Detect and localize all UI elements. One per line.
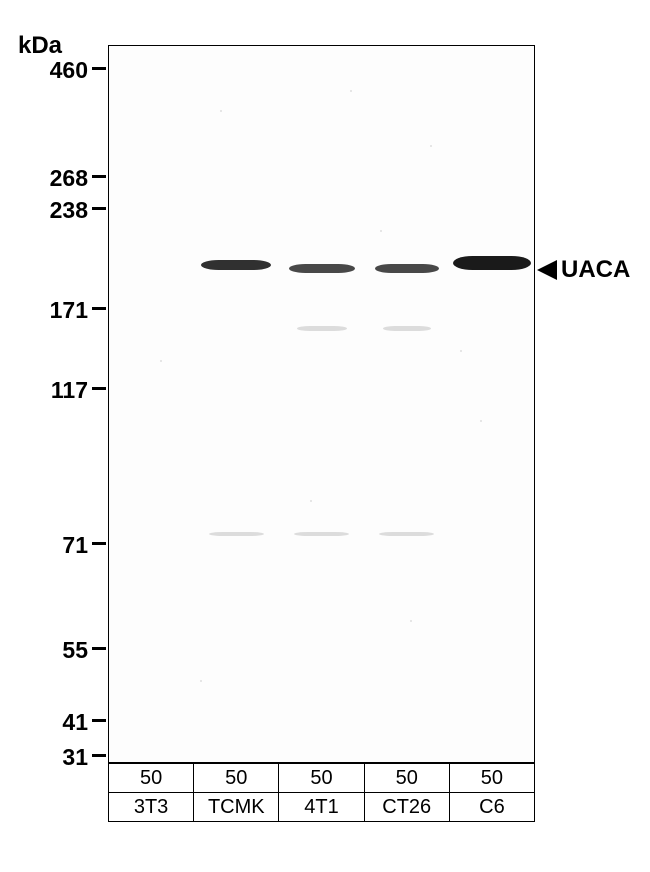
loading-cell: 50 [364, 764, 449, 793]
mw-tick [92, 175, 106, 178]
faint-band [379, 532, 434, 536]
target-arrow-label: UACA [537, 256, 630, 284]
noise-dot [160, 360, 162, 362]
faint-band [209, 532, 264, 536]
mw-marker-55: 55 [18, 637, 88, 664]
blot-membrane-area [108, 45, 535, 763]
mw-tick [92, 207, 106, 210]
mw-tick [92, 307, 106, 310]
mw-marker-71: 71 [18, 532, 88, 559]
noise-dot [350, 90, 352, 92]
mw-tick [92, 647, 106, 650]
mw-tick [92, 67, 106, 70]
sample-cell: 3T3 [109, 793, 194, 822]
sample-cell: TCMK [194, 793, 279, 822]
mw-tick [92, 542, 106, 545]
lane-info-table: 5050505050 3T3TCMK4T1CT26C6 [108, 763, 535, 822]
noise-dot [480, 420, 482, 422]
sample-cell: CT26 [364, 793, 449, 822]
faint-band [294, 532, 349, 536]
mw-tick [92, 754, 106, 757]
loading-row: 5050505050 [109, 764, 535, 793]
mw-tick [92, 719, 106, 722]
noise-dot [380, 230, 382, 232]
blot-figure: kDa 46026823817111771554131 UACA 5050505… [0, 0, 650, 872]
loading-cell: 50 [449, 764, 534, 793]
band-lane-2 [289, 264, 355, 273]
faint-band [383, 326, 431, 331]
arrow-head-icon [537, 260, 557, 280]
band-lane-3 [375, 264, 439, 273]
loading-cell: 50 [279, 764, 364, 793]
band-lane-1 [201, 260, 271, 270]
mw-marker-31: 31 [18, 744, 88, 771]
target-name: UACA [561, 256, 630, 284]
mw-marker-41: 41 [18, 709, 88, 736]
noise-dot [220, 110, 222, 112]
noise-dot [200, 680, 202, 682]
mw-marker-171: 171 [18, 297, 88, 324]
mw-marker-268: 268 [18, 165, 88, 192]
band-lane-4 [453, 256, 531, 270]
sample-cell: 4T1 [279, 793, 364, 822]
noise-dot [460, 350, 462, 352]
mw-tick [92, 387, 106, 390]
noise-dot [310, 500, 312, 502]
noise-dot [430, 145, 432, 147]
sample-row: 3T3TCMK4T1CT26C6 [109, 793, 535, 822]
noise-dot [410, 620, 412, 622]
faint-band [297, 326, 347, 331]
mw-marker-117: 117 [18, 377, 88, 404]
loading-cell: 50 [194, 764, 279, 793]
mw-marker-238: 238 [18, 197, 88, 224]
sample-cell: C6 [449, 793, 534, 822]
loading-cell: 50 [109, 764, 194, 793]
mw-marker-460: 460 [18, 57, 88, 84]
